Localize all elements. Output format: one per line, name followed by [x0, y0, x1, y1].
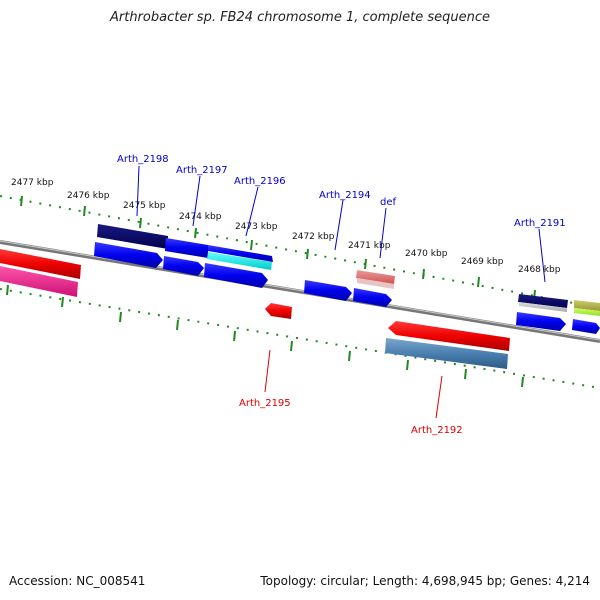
- gene-label-arth-2195[interactable]: Arth_2195: [239, 398, 291, 409]
- gene-olive-feature[interactable]: [574, 300, 600, 311]
- gene-arth-2197[interactable]: [163, 256, 204, 276]
- gene-label-arth-2196[interactable]: Arth_2196: [234, 176, 286, 187]
- gene-arth-2196[interactable]: [204, 263, 268, 288]
- tick-label-2469: 2469 kbp: [461, 257, 504, 267]
- tick-label-2472: 2472 kbp: [292, 232, 335, 242]
- reverse-label-leaders: [264, 349, 443, 419]
- tick-label-2470: 2470 kbp: [405, 249, 448, 259]
- outer-tick-ring: [0, 195, 600, 309]
- gene-def-outer[interactable]: [356, 270, 395, 284]
- tick-label-2471: 2471 kbp: [348, 241, 391, 251]
- tick-label-2476: 2476 kbp: [67, 191, 110, 201]
- tick-label-2477: 2477 kbp: [11, 178, 54, 188]
- map-title: Arthrobacter sp. FB24 chromosome 1, comp…: [109, 10, 491, 25]
- gene-label-arth-2194[interactable]: Arth_2194: [319, 190, 371, 201]
- gene-arth-2191[interactable]: [516, 312, 566, 331]
- gene-arth-2192-lower[interactable]: [385, 338, 508, 369]
- gene-def[interactable]: [353, 288, 392, 307]
- gene-arth-2197-outer[interactable]: [165, 238, 208, 258]
- forward-label-leaders: [136, 165, 546, 283]
- tick-label-2474: 2474 kbp: [179, 212, 222, 222]
- gene-pink-left[interactable]: [0, 266, 78, 297]
- gene-arth-2198[interactable]: [94, 242, 163, 268]
- inner-major-ticks: [6, 284, 524, 388]
- gene-arth-2196-cyan[interactable]: [207, 252, 272, 270]
- gene-label-arth-2198[interactable]: Arth_2198: [117, 154, 169, 165]
- gene-arth-2195[interactable]: [265, 303, 292, 319]
- gene-arth-2196-outer[interactable]: [208, 245, 273, 262]
- accession-label: Accession: NC_008541: [9, 574, 146, 588]
- gene-label-arth-2191[interactable]: Arth_2191: [514, 218, 566, 229]
- gene-arth-2191-outer[interactable]: [518, 294, 568, 308]
- gene-red-left[interactable]: [0, 249, 81, 279]
- genome-backbone: [0, 240, 600, 343]
- gene-label-arth-2197[interactable]: Arth_2197: [176, 165, 228, 176]
- gene-label-arth-2192[interactable]: Arth_2192: [411, 425, 463, 436]
- gene-arth-2192[interactable]: [388, 321, 510, 351]
- tick-label-2468: 2468 kbp: [518, 265, 561, 275]
- inner-tick-ring: [0, 288, 600, 389]
- tick-label-2475: 2475 kbp: [123, 201, 166, 211]
- tick-label-2473: 2473 kbp: [235, 222, 278, 232]
- outer-major-ticks: [20, 195, 536, 301]
- gene-arth-2194[interactable]: [304, 280, 352, 301]
- genome-summary: Topology: circular; Length: 4,698,945 bp…: [260, 574, 590, 588]
- gene-lime-feature[interactable]: [574, 308, 600, 316]
- gene-arth-2198-outer[interactable]: [97, 224, 168, 249]
- gene-blue-edge[interactable]: [572, 319, 600, 334]
- gene-label-def[interactable]: def: [380, 197, 397, 208]
